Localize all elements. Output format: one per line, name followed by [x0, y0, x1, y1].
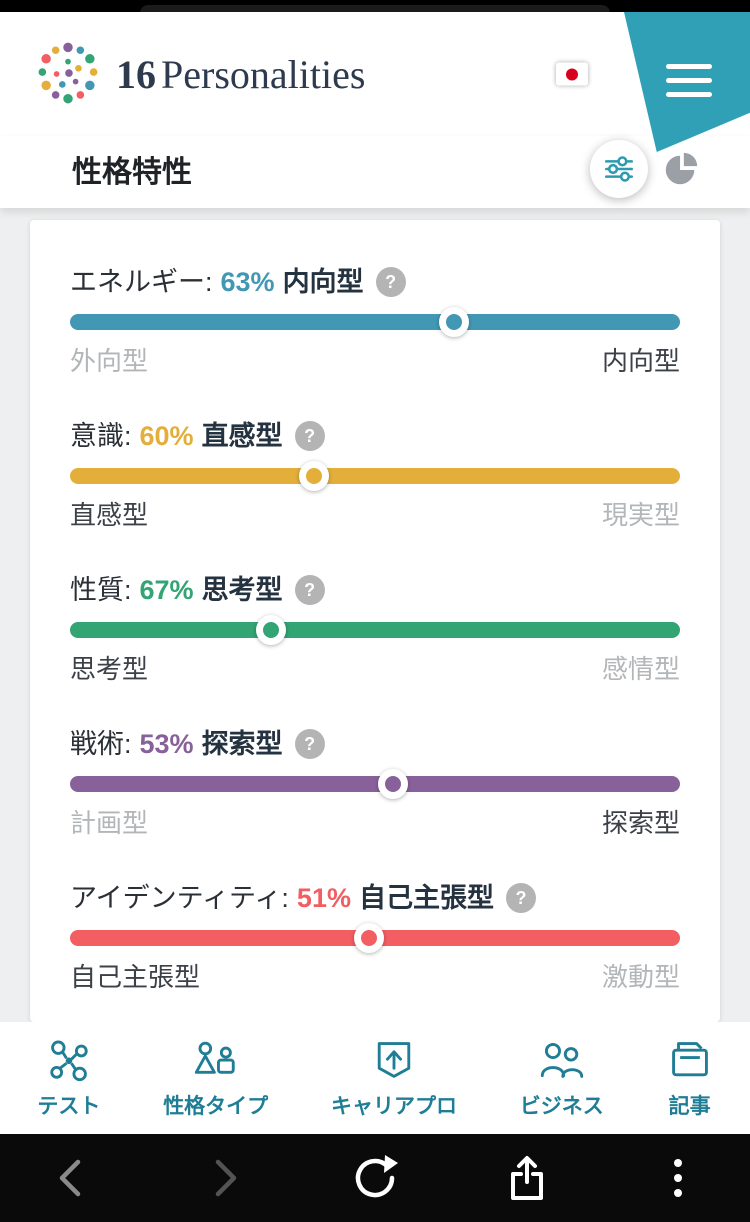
- view-toggles: [590, 140, 710, 198]
- slider-left-label: 外向型: [70, 346, 149, 376]
- nav-label: テスト: [37, 1094, 101, 1118]
- slider-left-label: 計画型: [70, 808, 149, 838]
- trait-slider-handle[interactable]: [256, 615, 287, 645]
- trait-heading: 戦術: 53% 探索型 ?: [70, 726, 680, 762]
- trait-slider-handle[interactable]: [439, 307, 470, 337]
- trait-slider-handle[interactable]: [299, 461, 329, 491]
- test-icon: [50, 1039, 88, 1081]
- trait-winner: 直感型: [201, 421, 283, 451]
- trait-winner: 思考型: [201, 575, 283, 605]
- trait-percent: 63%: [220, 267, 275, 297]
- share-icon[interactable]: [503, 1154, 551, 1202]
- trait-slider-handle[interactable]: [378, 769, 409, 799]
- hamburger-icon: [666, 64, 712, 106]
- logo-icon[interactable]: [30, 36, 106, 112]
- sliders-icon: [604, 156, 634, 182]
- trait-row-energy: エネルギー: 63% 内向型 ? 外向型 内向型: [70, 264, 680, 378]
- site-header: 16 Personalities: [0, 12, 750, 152]
- trait-scale-labels: 思考型 感情型: [70, 652, 680, 686]
- trait-winner: 探索型: [201, 729, 283, 759]
- trait-scale-labels: 外向型 内向型: [70, 344, 680, 378]
- traits-list: エネルギー: 63% 内向型 ? 外向型 内向型 意識: 60% 直感型 ? 直…: [70, 264, 680, 994]
- nav-item-career[interactable]: キャリアプロ: [331, 1037, 457, 1120]
- browser-toolbar: [0, 1134, 750, 1222]
- pie-chart-icon: [665, 152, 698, 185]
- nav-label: 性格タイプ: [163, 1094, 269, 1118]
- nav-item-personality-types[interactable]: 性格タイプ: [163, 1037, 268, 1120]
- trait-slider-track[interactable]: [70, 923, 680, 953]
- content-area: エネルギー: 63% 内向型 ? 外向型 内向型 意識: 60% 直感型 ? 直…: [0, 208, 750, 1022]
- slider-right-label: 内向型: [601, 346, 680, 376]
- slider-left-label: 直感型: [70, 500, 149, 530]
- trait-slider-track[interactable]: [70, 769, 680, 799]
- trait-label: エネルギー:: [70, 267, 213, 297]
- personality-types-icon: [194, 1041, 235, 1074]
- business-icon: [540, 1042, 583, 1078]
- sliders-view-toggle[interactable]: [590, 140, 648, 198]
- brand[interactable]: 16 Personalities: [116, 51, 365, 98]
- nav-item-business[interactable]: ビジネス: [520, 1037, 604, 1120]
- reload-icon[interactable]: [351, 1154, 399, 1202]
- trait-heading: 意識: 60% 直感型 ?: [70, 418, 680, 454]
- slider-right-label: 感情型: [601, 654, 680, 684]
- trait-row-nature: 性質: 67% 思考型 ? 思考型 感情型: [70, 572, 680, 686]
- trait-label: 戦術:: [70, 729, 132, 759]
- trait-slider-track[interactable]: [70, 307, 680, 337]
- trait-heading: 性質: 67% 思考型 ?: [70, 572, 680, 608]
- trait-row-identity: アイデンティティ: 51% 自己主張型 ? 自己主張型 激動型: [70, 880, 680, 994]
- brand-number: 16: [116, 51, 156, 97]
- traits-card: エネルギー: 63% 内向型 ? 外向型 内向型 意識: 60% 直感型 ? 直…: [30, 220, 720, 1022]
- trait-label: 意識:: [70, 421, 132, 451]
- nav-label: 記事: [668, 1094, 711, 1118]
- career-icon: [377, 1041, 411, 1078]
- status-bar-pill: [140, 5, 610, 12]
- slider-left-label: 思考型: [70, 654, 149, 684]
- trait-heading: エネルギー: 63% 内向型 ?: [70, 264, 680, 300]
- trait-heading: アイデンティティ: 51% 自己主張型 ?: [70, 880, 680, 916]
- trait-label: 性質:: [70, 575, 132, 605]
- forward-icon[interactable]: [200, 1154, 248, 1202]
- trait-winner: 内向型: [282, 267, 364, 297]
- slider-right-label: 探索型: [601, 808, 680, 838]
- help-icon[interactable]: ?: [294, 729, 325, 759]
- pie-view-toggle[interactable]: [652, 140, 710, 198]
- trait-row-mind: 意識: 60% 直感型 ? 直感型 現実型: [70, 418, 680, 532]
- menu-button[interactable]: [624, 12, 750, 152]
- trait-scale-labels: 自己主張型 激動型: [70, 960, 680, 994]
- articles-icon: [671, 1041, 708, 1076]
- help-icon[interactable]: ?: [294, 575, 325, 605]
- trait-slider-handle[interactable]: [353, 923, 384, 953]
- japan-flag-dot: [566, 68, 578, 80]
- nav-label: ビジネス: [519, 1094, 604, 1118]
- brand-name: Personalities: [161, 51, 366, 97]
- trait-slider-track[interactable]: [70, 461, 680, 491]
- trait-percent: 60%: [139, 421, 194, 451]
- status-bar: [0, 0, 750, 12]
- trait-winner: 自己主張型: [358, 883, 494, 913]
- bottom-nav: テスト 性格タイプ キャリアプロ: [0, 1022, 750, 1134]
- nav-item-test[interactable]: テスト: [37, 1037, 100, 1120]
- help-icon[interactable]: ?: [294, 421, 325, 451]
- section-header: 性格特性: [0, 136, 750, 208]
- slider-left-label: 自己主張型: [70, 962, 201, 992]
- trait-scale-labels: 直感型 現実型: [70, 498, 680, 532]
- help-icon[interactable]: ?: [505, 883, 536, 913]
- trait-percent: 53%: [139, 729, 194, 759]
- trait-scale-labels: 計画型 探索型: [70, 806, 680, 840]
- language-flag-japan[interactable]: [556, 62, 588, 86]
- nav-label: キャリアプロ: [330, 1094, 457, 1118]
- trait-row-tactics: 戦術: 53% 探索型 ? 計画型 探索型: [70, 726, 680, 840]
- trait-percent: 67%: [139, 575, 194, 605]
- back-icon[interactable]: [48, 1154, 96, 1202]
- slider-right-label: 激動型: [601, 962, 680, 992]
- trait-label: アイデンティティ:: [70, 883, 289, 913]
- slider-right-label: 現実型: [601, 500, 680, 530]
- trait-slider-track[interactable]: [70, 615, 680, 645]
- page-title: 性格特性: [72, 156, 192, 189]
- trait-percent: 51%: [296, 883, 351, 913]
- nav-item-articles[interactable]: 記事: [667, 1037, 713, 1120]
- more-icon[interactable]: [654, 1154, 702, 1202]
- help-icon[interactable]: ?: [375, 267, 406, 297]
